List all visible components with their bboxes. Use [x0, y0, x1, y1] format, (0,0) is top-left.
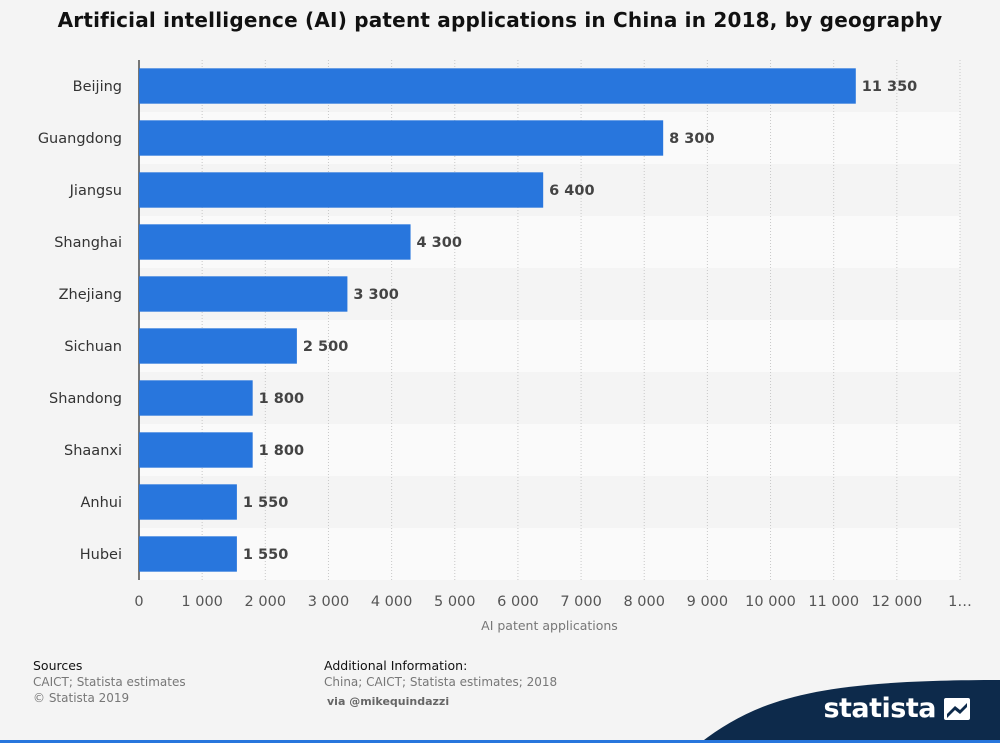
x-tick-label: 4 000 — [371, 594, 413, 610]
category-label-beijing: Beijing — [73, 79, 122, 95]
bar-sichuan — [139, 328, 297, 364]
value-label-anhui: 1 550 — [243, 495, 288, 511]
x-tick-label: 5 000 — [434, 594, 476, 610]
sources-block: Sources CAICT; Statista estimates © Stat… — [33, 658, 186, 706]
logo-wordmark: statista — [823, 693, 936, 724]
statista-logo[interactable]: statista — [823, 693, 970, 724]
category-label-hubei: Hubei — [80, 547, 122, 563]
additional-info-heading: Additional Information: — [324, 658, 468, 673]
additional-info-text: China; CAICT; Statista estimates; 2018 — [324, 675, 558, 689]
row-band — [139, 424, 960, 476]
brand-accent-line — [0, 740, 1000, 743]
x-tick-label: 3 000 — [308, 594, 350, 610]
category-label-jiangsu: Jiangsu — [69, 183, 122, 199]
bar-shaanxi — [139, 432, 253, 468]
x-tick-label: 7 000 — [560, 594, 602, 610]
category-label-shaanxi: Shaanxi — [64, 443, 122, 459]
via-credit: via @mikequindazzi — [327, 695, 450, 708]
x-tick-label: 9 000 — [687, 594, 729, 610]
value-label-jiangsu: 6 400 — [549, 183, 594, 199]
category-label-shanghai: Shanghai — [54, 235, 122, 251]
value-label-beijing: 11 350 — [862, 79, 918, 95]
sources-line: CAICT; Statista estimates — [33, 675, 186, 689]
x-tick-label: 2 000 — [245, 594, 287, 610]
logo-mark-icon — [944, 697, 970, 720]
value-label-guangdong: 8 300 — [669, 131, 714, 147]
brand-dark-shape — [700, 680, 1000, 743]
bar-hubei — [139, 536, 237, 572]
x-tick-label: 0 — [134, 594, 143, 610]
category-label-shandong: Shandong — [49, 391, 122, 407]
row-band — [139, 372, 960, 424]
x-tick-label: 11 000 — [808, 594, 859, 610]
bar-chart: Beijing 11 350 Guangdong 8 300 Jiangsu 6 400 S… — [38, 60, 972, 633]
x-tick-label: 1 000 — [181, 594, 223, 610]
bar-guangdong — [139, 120, 664, 156]
bar-shanghai — [139, 224, 411, 260]
brand-banner — [0, 680, 1000, 743]
value-label-hubei: 1 550 — [243, 547, 288, 563]
category-label-anhui: Anhui — [80, 495, 122, 511]
row-band — [139, 476, 960, 528]
row-band — [139, 528, 960, 580]
category-label-zhejiang: Zhejiang — [59, 287, 122, 303]
additional-info-block: Additional Information: China; CAICT; St… — [324, 658, 557, 690]
value-label-shandong: 1 800 — [259, 391, 304, 407]
bar-jiangsu — [139, 172, 544, 208]
chart-title: Artificial intelligence (AI) patent appl… — [57, 8, 943, 32]
value-label-zhejiang: 3 300 — [353, 287, 398, 303]
x-tick-label: 12 000 — [871, 594, 922, 610]
bar-anhui — [139, 484, 237, 520]
value-label-sichuan: 2 500 — [303, 339, 348, 355]
bar-beijing — [139, 68, 856, 104]
x-tick-label: 8 000 — [623, 594, 665, 610]
copyright-line: © Statista 2019 — [33, 691, 130, 705]
category-label-sichuan: Sichuan — [64, 339, 122, 355]
value-label-shanghai: 4 300 — [417, 235, 462, 251]
x-axis-title: AI patent applications — [481, 618, 618, 633]
sources-heading: Sources — [33, 658, 83, 673]
bar-shandong — [139, 380, 253, 416]
x-tick-label: 10 000 — [745, 594, 796, 610]
x-tick-label: 6 000 — [497, 594, 539, 610]
value-label-shaanxi: 1 800 — [259, 443, 304, 459]
bar-zhejiang — [139, 276, 348, 312]
x-tick-label: 1… — [948, 594, 972, 610]
category-label-guangdong: Guangdong — [38, 131, 122, 147]
